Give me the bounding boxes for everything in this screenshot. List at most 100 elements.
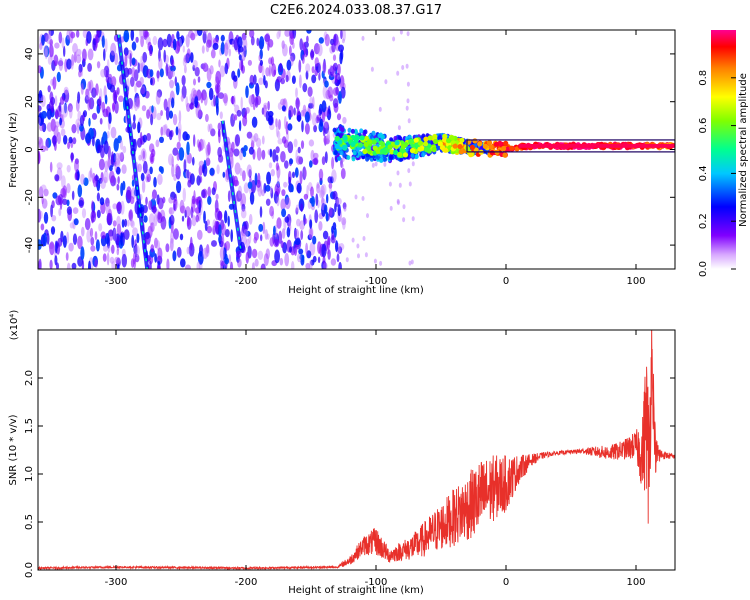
noise-speck <box>198 165 203 176</box>
noise-speck <box>268 162 273 169</box>
noise-speck <box>46 232 50 245</box>
noise-speck <box>315 116 320 124</box>
y-tick-label: 1.0 <box>24 466 35 482</box>
noise-speck <box>127 67 133 75</box>
noise-speck <box>56 162 63 170</box>
noise-speck <box>138 154 142 161</box>
noise-speck <box>175 163 180 174</box>
noise-speck <box>59 96 65 105</box>
noise-speck <box>243 145 248 152</box>
noise-speck <box>248 169 252 178</box>
noise-speck <box>243 228 249 238</box>
noise-speck <box>299 38 304 51</box>
noise-speck <box>80 173 85 185</box>
signal-halo <box>397 135 402 141</box>
noise-speck <box>366 213 369 219</box>
noise-speck <box>321 243 327 258</box>
noise-speck <box>91 200 94 212</box>
noise-speck <box>42 232 48 247</box>
noise-speck <box>234 114 238 121</box>
noise-speck <box>163 49 166 63</box>
noise-speck <box>100 231 106 239</box>
noise-speck <box>233 148 240 157</box>
noise-speck <box>245 85 249 99</box>
noise-speck <box>181 85 187 99</box>
noise-speck <box>323 262 328 269</box>
signal-mark <box>397 152 403 158</box>
noise-speck <box>191 215 197 227</box>
noise-speck <box>97 144 102 154</box>
noise-speck <box>110 42 117 56</box>
x-tick-label: -200 <box>235 577 258 588</box>
noise-speck <box>47 55 53 65</box>
noise-speck <box>265 198 271 206</box>
x-tick-label: 100 <box>626 577 645 588</box>
noise-speck <box>108 112 112 124</box>
noise-speck <box>162 196 166 204</box>
noise-speck <box>321 184 327 196</box>
noise-speck <box>249 74 255 86</box>
noise-speck <box>70 152 74 163</box>
noise-speck <box>230 96 235 105</box>
noise-speck <box>338 90 342 104</box>
noise-speck <box>109 170 115 184</box>
noise-speck <box>410 259 414 265</box>
noise-speck <box>202 31 207 44</box>
noise-speck <box>266 171 272 185</box>
noise-speck <box>156 70 160 79</box>
colorbar-label: Normalized spectral amplitude <box>738 73 749 227</box>
signal-halo <box>359 128 364 134</box>
noise-speck <box>321 156 326 166</box>
noise-speck <box>81 208 87 219</box>
y-tick-label: 0 <box>24 146 35 152</box>
noise-speck <box>183 159 187 173</box>
noise-speck <box>342 219 346 230</box>
noise-speck <box>121 253 128 268</box>
snr-frame <box>37 329 676 571</box>
noise-speck <box>40 223 45 231</box>
heatmap-marks <box>38 30 675 269</box>
signal-halo <box>333 150 338 156</box>
noise-speck <box>270 186 273 194</box>
noise-speck <box>270 187 274 199</box>
noise-speck <box>389 205 393 211</box>
signal-mark <box>334 135 340 142</box>
noise-speck <box>328 206 333 217</box>
noise-speck <box>236 109 242 117</box>
noise-speck <box>275 154 279 162</box>
y-tick-label: 20 <box>24 95 35 108</box>
noise-speck <box>176 30 180 40</box>
noise-speck <box>290 52 296 62</box>
noise-speck <box>136 233 140 244</box>
noise-speck <box>104 38 108 53</box>
noise-speck <box>178 110 182 124</box>
noise-speck <box>139 76 144 86</box>
noise-speck <box>211 187 216 196</box>
signal-halo <box>410 153 415 158</box>
noise-speck <box>332 62 338 71</box>
noise-speck <box>233 37 239 51</box>
noise-speck <box>311 112 318 126</box>
noise-speck <box>81 226 85 237</box>
noise-speck <box>207 32 212 47</box>
noise-speck <box>169 238 174 252</box>
noise-speck <box>73 218 79 226</box>
noise-speck <box>136 95 140 108</box>
noise-speck <box>301 54 305 64</box>
signal-mark <box>437 141 443 147</box>
noise-speck <box>230 113 236 127</box>
noise-speck <box>332 98 339 109</box>
noise-speck <box>318 108 323 116</box>
noise-speck <box>251 262 255 269</box>
noise-speck <box>140 148 147 162</box>
signal-halo <box>347 127 352 133</box>
noise-speck <box>324 121 329 129</box>
noise-speck <box>307 86 313 97</box>
noise-speck <box>61 37 65 49</box>
noise-speck <box>148 213 155 226</box>
cb-tick-label: 0.8 <box>698 70 709 86</box>
noise-speck <box>310 259 315 266</box>
noise-speck <box>233 179 240 187</box>
noise-speck <box>78 70 82 78</box>
noise-speck <box>135 36 139 43</box>
